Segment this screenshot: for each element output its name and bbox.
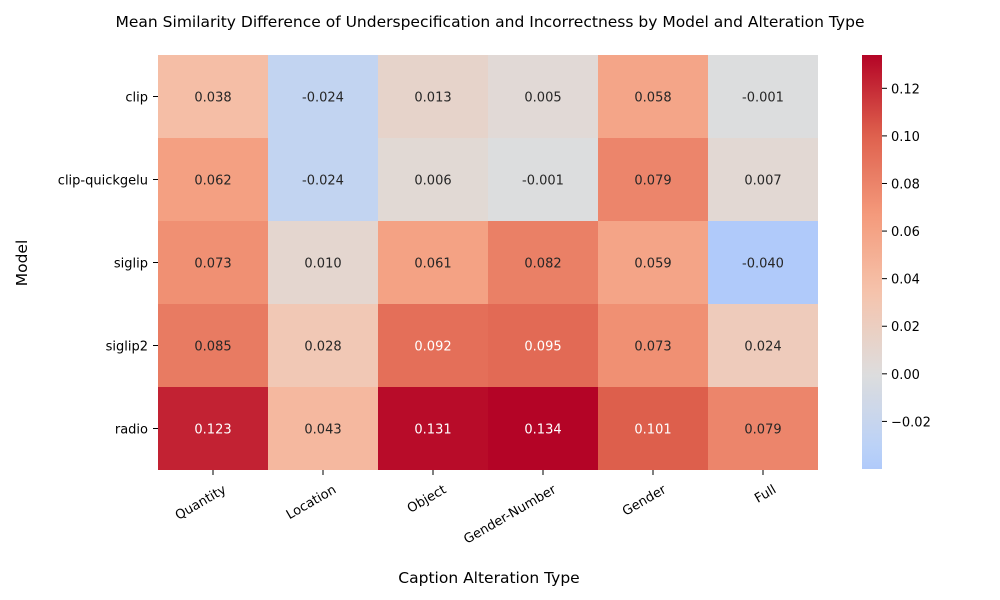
- x-axis-ticks: Quantity Location Object Gender-Number Gende…: [173, 470, 779, 547]
- colorbar-tick-label: 0.00: [891, 368, 920, 383]
- heatmap-cell: [158, 55, 268, 138]
- cell-value-label: 0.024: [744, 340, 781, 355]
- colorbar-tick-label: 0.12: [891, 82, 920, 97]
- colorbar-tick-label: 0.04: [891, 273, 920, 288]
- heatmap-cell: [268, 55, 378, 138]
- colorbar-tick-label: −0.02: [891, 415, 931, 430]
- heatmap-cell: [158, 221, 268, 304]
- heatmap-cell: [268, 138, 378, 221]
- heatmap-cell: [598, 138, 708, 221]
- heatmap-cell: [598, 55, 708, 138]
- colorbar-ticks: 0.12 0.10 0.08 0.06 0.04 0.02 0.00 −0.02: [882, 82, 931, 430]
- heatmap-cell: [158, 387, 268, 470]
- cell-value-label: 0.062: [194, 174, 231, 189]
- colorbar-tick-label: 0.06: [891, 225, 920, 240]
- y-axis-ticks: clip clip-quickgelu siglip siglip2 radio: [58, 91, 158, 438]
- heatmap-cell: [708, 138, 818, 221]
- x-tick-label: Object: [405, 482, 449, 516]
- cell-value-label: -0.024: [302, 174, 344, 189]
- heatmap-cells: 0.038 -0.024 0.013 0.005 0.058 -0.001 0.062 -0.…: [158, 55, 818, 470]
- heatmap-cell: [268, 221, 378, 304]
- heatmap-cell: [598, 387, 708, 470]
- cell-value-label: 0.010: [304, 257, 341, 272]
- cell-value-label: 0.092: [414, 340, 451, 355]
- cell-value-label: 0.079: [744, 423, 781, 438]
- heatmap-cell: [378, 304, 488, 387]
- x-axis-label: Caption Alteration Type: [398, 569, 579, 587]
- cell-value-label: -0.040: [742, 257, 784, 272]
- y-tick-label: clip: [125, 91, 148, 106]
- heatmap-cell: [488, 55, 598, 138]
- x-tick-label: Location: [284, 482, 339, 522]
- heatmap-cell: [378, 138, 488, 221]
- cell-value-label: 0.006: [414, 174, 451, 189]
- colorbar: [862, 55, 882, 469]
- heatmap-cell: [708, 221, 818, 304]
- cell-value-label: 0.058: [634, 91, 671, 106]
- cell-value-label: 0.131: [414, 423, 451, 438]
- cell-value-label: 0.061: [414, 257, 451, 272]
- colorbar-tick-label: 0.02: [891, 320, 920, 335]
- cell-value-label: 0.059: [634, 257, 671, 272]
- y-tick-label: clip-quickgelu: [58, 174, 148, 189]
- x-tick-label: Gender-Number: [461, 482, 559, 547]
- cell-value-label: 0.043: [304, 423, 341, 438]
- heatmap-cell: [708, 55, 818, 138]
- chart-title: Mean Similarity Difference of Underspeci…: [116, 13, 865, 31]
- x-tick-label: Gender: [620, 482, 670, 519]
- cell-value-label: 0.038: [194, 91, 231, 106]
- heatmap-cell: [158, 138, 268, 221]
- heatmap-cell: [598, 221, 708, 304]
- x-tick-label: Quantity: [173, 482, 229, 523]
- cell-value-label: -0.001: [742, 91, 784, 106]
- heatmap-cell: [158, 304, 268, 387]
- heatmap-cell: [378, 387, 488, 470]
- heatmap-cell: [488, 221, 598, 304]
- cell-value-label: 0.134: [524, 423, 561, 438]
- cell-value-label: 0.101: [634, 423, 671, 438]
- cell-value-label: 0.073: [634, 340, 671, 355]
- cell-value-label: 0.013: [414, 91, 451, 106]
- heatmap-cell: [708, 304, 818, 387]
- cell-value-label: -0.001: [522, 174, 564, 189]
- cell-value-label: 0.005: [524, 91, 561, 106]
- y-tick-label: radio: [115, 423, 148, 438]
- cell-value-label: 0.082: [524, 257, 561, 272]
- heatmap-cell: [708, 387, 818, 470]
- y-tick-label: siglip2: [106, 340, 148, 355]
- heatmap-cell: [488, 304, 598, 387]
- heatmap-cell: [488, 138, 598, 221]
- cell-value-label: 0.007: [744, 174, 781, 189]
- heatmap-cell: [268, 387, 378, 470]
- x-tick-label: Full: [752, 482, 779, 506]
- colorbar-tick-label: 0.08: [891, 177, 920, 192]
- cell-value-label: 0.073: [194, 257, 231, 272]
- heatmap-cell: [378, 55, 488, 138]
- colorbar-tick-label: 0.10: [891, 130, 920, 145]
- y-axis-label: Model: [13, 240, 31, 287]
- cell-value-label: 0.085: [194, 340, 231, 355]
- cell-value-label: 0.028: [304, 340, 341, 355]
- cell-value-label: 0.095: [524, 340, 561, 355]
- heatmap-cell: [268, 304, 378, 387]
- heatmap-cell: [598, 304, 708, 387]
- cell-value-label: 0.123: [194, 423, 231, 438]
- cell-value-label: 0.079: [634, 174, 671, 189]
- heatmap-cell: [488, 387, 598, 470]
- heatmap-cell: [378, 221, 488, 304]
- cell-value-label: -0.024: [302, 91, 344, 106]
- y-tick-label: siglip: [114, 257, 148, 272]
